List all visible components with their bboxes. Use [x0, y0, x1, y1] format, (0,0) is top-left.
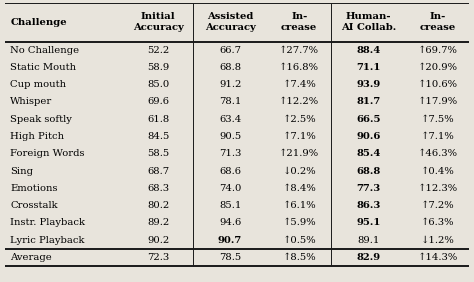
Text: 95.1: 95.1: [356, 218, 381, 227]
Text: 84.5: 84.5: [147, 132, 169, 141]
Text: 88.4: 88.4: [356, 46, 381, 55]
Text: ↑6.3%: ↑6.3%: [421, 218, 454, 227]
Text: ↓1.2%: ↓1.2%: [420, 236, 455, 245]
Text: 85.4: 85.4: [356, 149, 381, 158]
Text: Emotions: Emotions: [10, 184, 58, 193]
Text: Assisted
Accuracy: Assisted Accuracy: [205, 12, 255, 32]
Text: ↑21.9%: ↑21.9%: [279, 149, 319, 158]
Text: ↑0.5%: ↑0.5%: [283, 236, 316, 245]
Text: In-
crease: In- crease: [419, 12, 456, 32]
Text: 68.8: 68.8: [356, 167, 381, 176]
Text: 89.1: 89.1: [357, 236, 380, 245]
Text: ↑7.2%: ↑7.2%: [420, 201, 454, 210]
Text: 71.3: 71.3: [219, 149, 241, 158]
Text: 93.9: 93.9: [356, 80, 381, 89]
Text: 90.6: 90.6: [356, 132, 381, 141]
Text: Crosstalk: Crosstalk: [10, 201, 58, 210]
Text: 74.0: 74.0: [219, 184, 241, 193]
Text: 91.2: 91.2: [219, 80, 241, 89]
Text: ↑46.3%: ↑46.3%: [418, 149, 457, 158]
Text: Initial
Accuracy: Initial Accuracy: [133, 12, 183, 32]
Text: 72.3: 72.3: [147, 253, 169, 262]
Text: 69.6: 69.6: [147, 98, 169, 107]
Text: ↑20.9%: ↑20.9%: [418, 63, 457, 72]
Text: ↑14.3%: ↑14.3%: [417, 253, 457, 262]
Text: 81.7: 81.7: [356, 98, 381, 107]
Text: ↑7.4%: ↑7.4%: [283, 80, 316, 89]
Text: No Challenge: No Challenge: [10, 46, 80, 55]
Text: ↑12.3%: ↑12.3%: [418, 184, 457, 193]
Text: 66.5: 66.5: [356, 115, 381, 124]
Text: Instr. Playback: Instr. Playback: [10, 218, 85, 227]
Text: ↑69.7%: ↑69.7%: [418, 46, 457, 55]
Text: 80.2: 80.2: [147, 201, 169, 210]
Text: Challenge: Challenge: [10, 18, 67, 27]
Text: ↓0.2%: ↓0.2%: [283, 167, 316, 176]
Text: ↑27.7%: ↑27.7%: [279, 46, 319, 55]
Text: 90.2: 90.2: [147, 236, 169, 245]
Text: 58.9: 58.9: [147, 63, 169, 72]
Text: 78.5: 78.5: [219, 253, 241, 262]
Text: 71.1: 71.1: [356, 63, 381, 72]
Text: ↑16.8%: ↑16.8%: [279, 63, 319, 72]
Text: ↑8.4%: ↑8.4%: [283, 184, 316, 193]
Text: 77.3: 77.3: [356, 184, 381, 193]
Text: 68.8: 68.8: [219, 63, 241, 72]
Text: 89.2: 89.2: [147, 218, 169, 227]
Text: Human-
AI Collab.: Human- AI Collab.: [341, 12, 396, 32]
Text: ↑17.9%: ↑17.9%: [418, 98, 457, 107]
Text: Whisper: Whisper: [10, 98, 53, 107]
Text: 78.1: 78.1: [219, 98, 241, 107]
Text: ↑7.1%: ↑7.1%: [283, 132, 316, 141]
Text: 85.0: 85.0: [147, 80, 169, 89]
Text: ↑0.4%: ↑0.4%: [420, 167, 455, 176]
Text: 90.7: 90.7: [218, 236, 242, 245]
Text: Lyric Playback: Lyric Playback: [10, 236, 85, 245]
Text: Sing: Sing: [10, 167, 33, 176]
Text: ↑6.1%: ↑6.1%: [283, 201, 316, 210]
Text: ↑7.5%: ↑7.5%: [420, 115, 454, 124]
Text: 94.6: 94.6: [219, 218, 241, 227]
Text: ↑8.5%: ↑8.5%: [283, 253, 316, 262]
Text: Speak softly: Speak softly: [10, 115, 72, 124]
Text: ↑12.2%: ↑12.2%: [279, 98, 319, 107]
Text: 52.2: 52.2: [147, 46, 169, 55]
Text: ↑10.6%: ↑10.6%: [418, 80, 457, 89]
Text: 68.3: 68.3: [147, 184, 169, 193]
Text: In-
crease: In- crease: [281, 12, 317, 32]
Text: Average: Average: [10, 253, 52, 262]
Text: 61.8: 61.8: [147, 115, 169, 124]
Text: Cup mouth: Cup mouth: [10, 80, 66, 89]
Text: 63.4: 63.4: [219, 115, 241, 124]
Text: Foreign Words: Foreign Words: [10, 149, 85, 158]
Text: 58.5: 58.5: [147, 149, 169, 158]
Text: 66.7: 66.7: [219, 46, 241, 55]
Text: 68.6: 68.6: [219, 167, 241, 176]
Text: Static Mouth: Static Mouth: [10, 63, 76, 72]
Text: ↑2.5%: ↑2.5%: [283, 115, 316, 124]
Text: 82.9: 82.9: [356, 253, 381, 262]
Text: High Pitch: High Pitch: [10, 132, 64, 141]
Text: ↑7.1%: ↑7.1%: [420, 132, 455, 141]
Text: ↑5.9%: ↑5.9%: [283, 218, 316, 227]
Text: 86.3: 86.3: [356, 201, 381, 210]
Text: 85.1: 85.1: [219, 201, 241, 210]
Text: 68.7: 68.7: [147, 167, 169, 176]
Text: 90.5: 90.5: [219, 132, 241, 141]
